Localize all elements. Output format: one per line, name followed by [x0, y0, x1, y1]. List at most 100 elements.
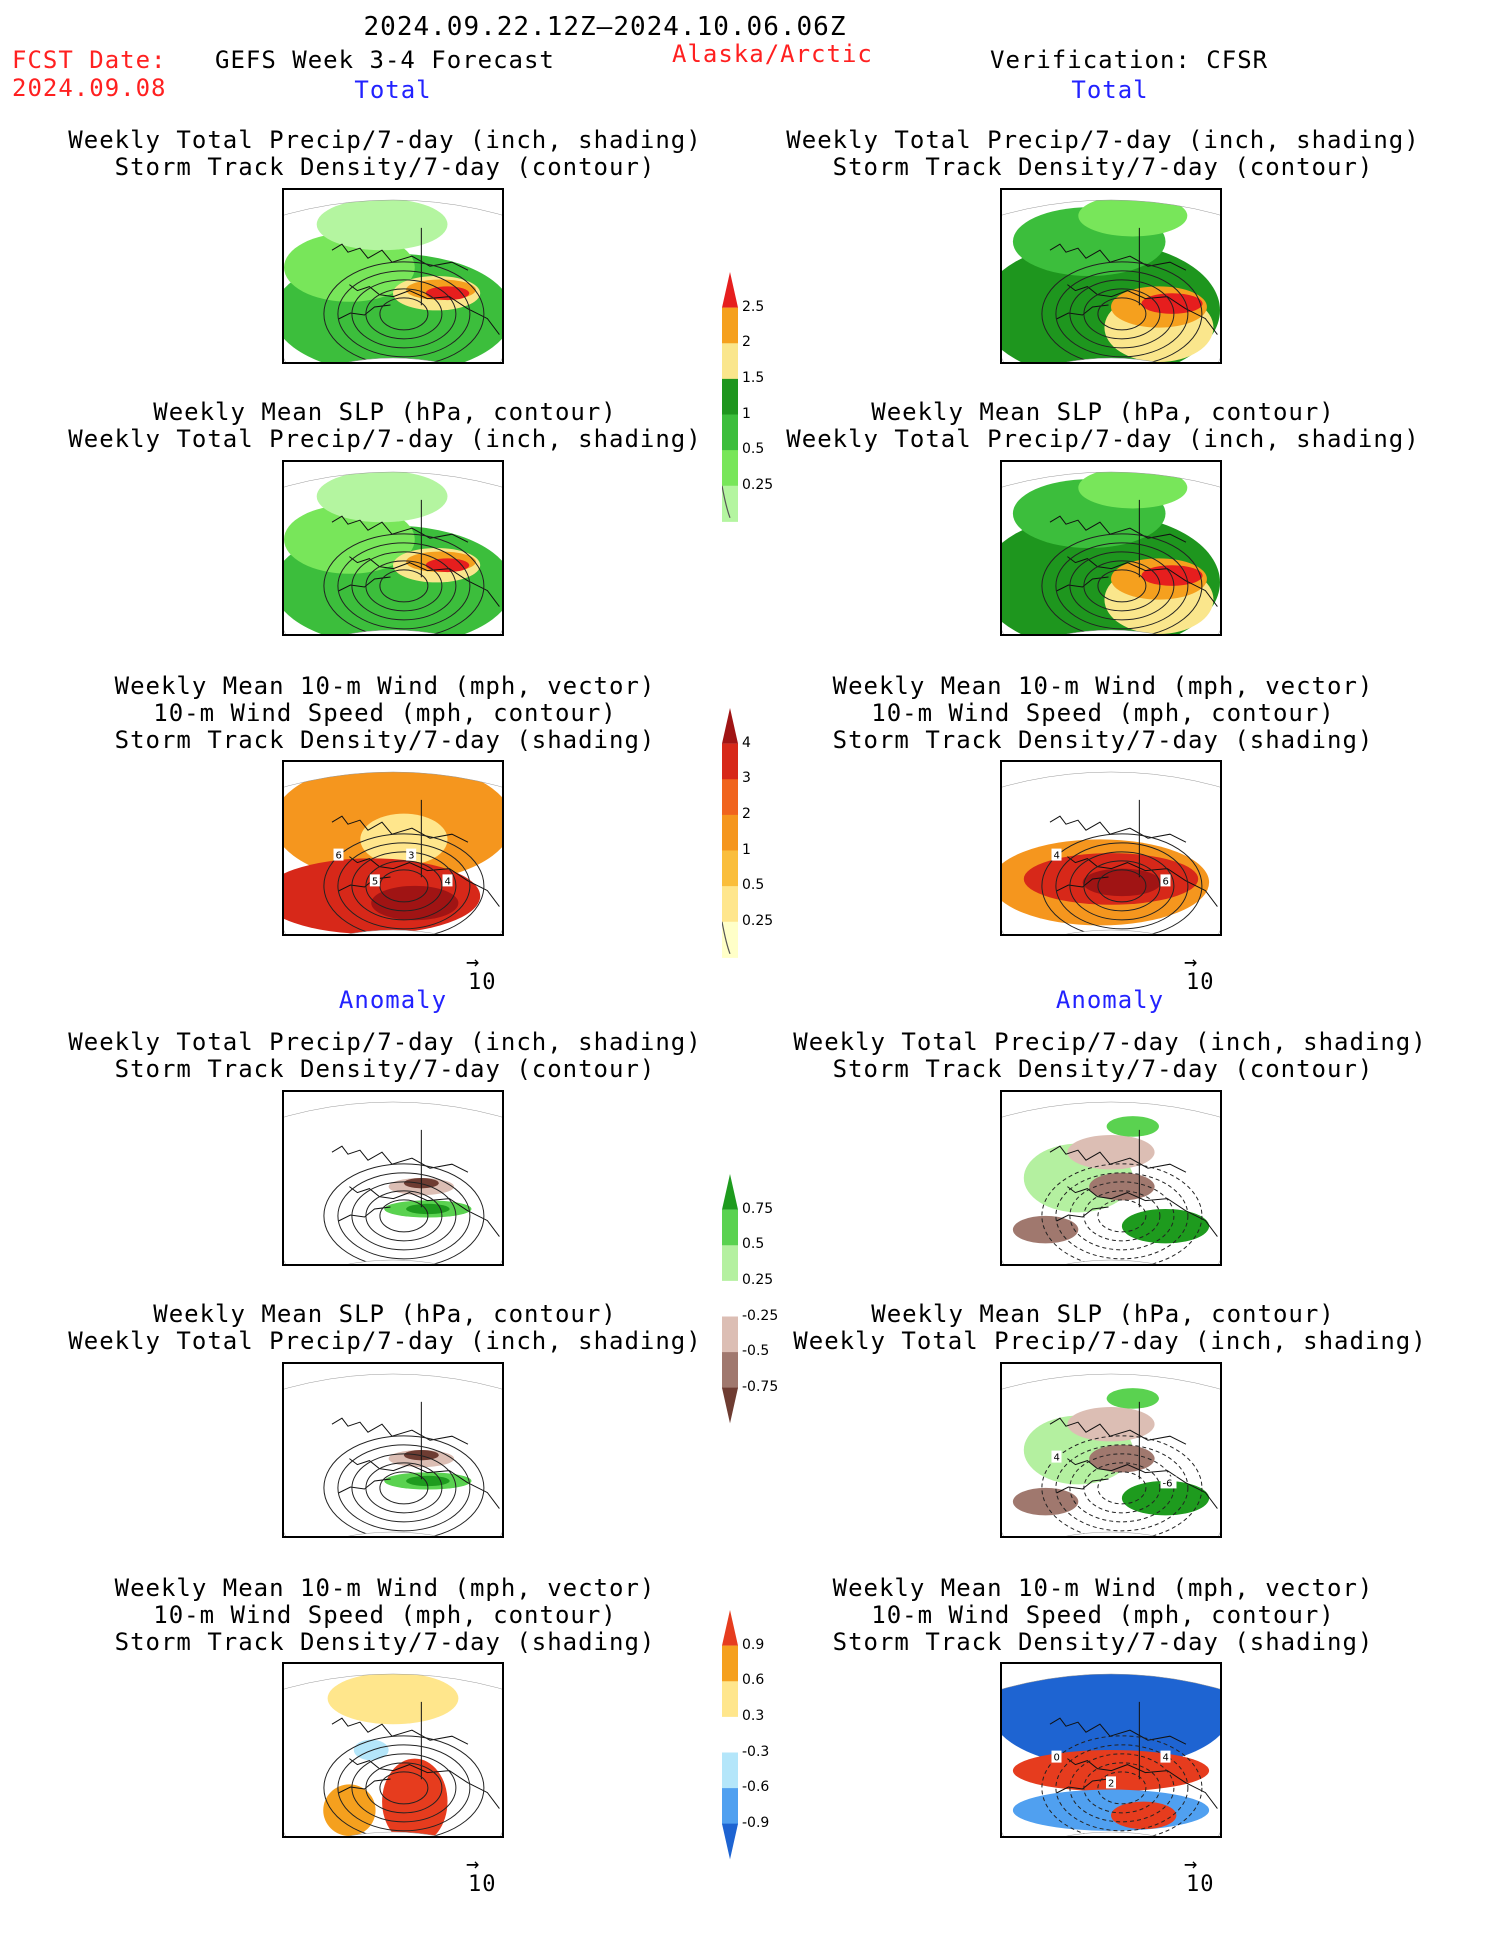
- contour-label: 4: [445, 876, 451, 887]
- colorbar-tick-label: 3: [742, 770, 751, 787]
- colorbar-tick-label: 0.9: [742, 1636, 765, 1653]
- panel-title: Storm Track Density/7-day (contour): [114, 153, 656, 181]
- colorbar-segment: [722, 1716, 738, 1753]
- colorbar-segment: [722, 272, 738, 308]
- map-fcst-wind-anom: [282, 1662, 504, 1838]
- shading-area: [1067, 1407, 1155, 1442]
- map-obs-slp-total: [1000, 460, 1222, 636]
- shading-area: [1089, 1172, 1155, 1201]
- contour-lines: [323, 533, 485, 634]
- colorbar-segment: [722, 1245, 738, 1282]
- colorbar-tick-label: -0.9: [742, 1814, 770, 1831]
- map-domain-outline: [1002, 471, 1220, 634]
- vector-arrow-icon: →: [1184, 950, 1198, 975]
- panel-title: 10-m Wind Speed (mph, contour): [153, 699, 617, 727]
- shading-area: [1045, 772, 1155, 831]
- colorbar-segment: [722, 743, 738, 780]
- contour-lines: [323, 1735, 485, 1836]
- shading-area: [316, 472, 448, 523]
- colorbar-segment: [722, 1645, 738, 1682]
- panel-title: Storm Track Density/7-day (shading): [832, 726, 1374, 754]
- shading-area: [1121, 1480, 1210, 1516]
- coastline: [331, 1401, 500, 1509]
- map-domain-outline: [284, 1101, 502, 1264]
- panel-title: 10-m Wind Speed (mph, contour): [153, 1601, 617, 1629]
- map-domain-outline: [284, 471, 502, 634]
- contour-lines: [323, 261, 485, 362]
- panel-title: Weekly Total Precip/7-day (inch, shading…: [793, 1028, 1427, 1056]
- map-obs-precip-anom: [1000, 1090, 1222, 1266]
- map-graphic: 4 -6: [1002, 1373, 1220, 1536]
- map-obs-wind-anom: 0 2 4: [1000, 1662, 1222, 1838]
- colorbar-tick-label: 0.3: [742, 1707, 765, 1724]
- colorbar-segment: [722, 1752, 738, 1789]
- colorbar-tick-label: 0.5: [742, 1236, 765, 1253]
- colorbar-tick-label: -0.3: [742, 1743, 770, 1760]
- colorbar-segment: [722, 850, 738, 887]
- shading-area: [382, 1758, 448, 1836]
- map-graphic: 46: [1002, 771, 1220, 934]
- map-domain-outline: [284, 1673, 502, 1836]
- vector-arrow-icon: →: [466, 1852, 480, 1877]
- colorbar-graphic: [722, 1174, 738, 1424]
- coastline: [331, 499, 500, 607]
- colorbar-segment: [722, 1352, 738, 1389]
- panel-title: Storm Track Density/7-day (shading): [114, 726, 656, 754]
- contour-lines: [323, 833, 485, 934]
- colorbar-std-anom: 0.9 0.6 0.3 -0.3 -0.6 -0.9: [722, 1608, 769, 1937]
- map-fcst-slp-total: [282, 460, 504, 636]
- colorbar-tick-label: 1.5: [742, 369, 765, 386]
- contour-lines: [323, 1163, 485, 1264]
- colorbar-precip-total: 2.5 2 1.5 1 0.5 0.25: [721, 270, 773, 599]
- colorbar-segment: [722, 779, 738, 816]
- colorbar-segment: [722, 485, 738, 522]
- panel-title: Weekly Total Precip/7-day (inch, shading…: [786, 425, 1420, 453]
- shading-area: [371, 885, 459, 921]
- colorbar-tick-label: 0.25: [742, 1271, 774, 1288]
- map-fcst-wind-total: 6 5 3 4: [282, 760, 504, 936]
- shading-area: [323, 1784, 376, 1836]
- section-total-right: Total: [1071, 76, 1149, 104]
- colorbar-segment: [722, 414, 738, 451]
- colorbar-segment: [722, 450, 738, 487]
- contour-lines: [1041, 533, 1203, 634]
- shading-area: [1121, 1208, 1210, 1244]
- contour-label: 4: [1163, 1753, 1169, 1764]
- map-domain-outline: [1002, 1673, 1220, 1836]
- panel-title: Weekly Mean 10-m Wind (mph, vector): [832, 1574, 1374, 1602]
- contour-label: 2: [1108, 1778, 1114, 1789]
- colorbar-tick-label: 0.25: [742, 476, 774, 493]
- panel-title: Weekly Total Precip/7-day (inch, shading…: [68, 425, 702, 453]
- panel-title: Weekly Mean 10-m Wind (mph, vector): [114, 672, 656, 700]
- shading-area: [1089, 1444, 1155, 1473]
- shading-area: [1012, 1789, 1210, 1831]
- shading-area: [1111, 1801, 1177, 1830]
- colorbar-tick-label: 0.5: [742, 441, 765, 458]
- vector-arrow-icon: →: [1184, 1852, 1198, 1877]
- colorbar-tail: [721, 921, 731, 955]
- colorbar-segment: [722, 1174, 738, 1210]
- contour-label: 3: [408, 851, 414, 862]
- map-obs-slp-anom: 4 -6: [1000, 1362, 1222, 1538]
- section-total-left: Total: [354, 76, 432, 104]
- colorbar-segment: [722, 1387, 738, 1424]
- colorbar-std-total: 4 3 2 1 0.5 0.25: [721, 706, 773, 1035]
- contour-lines: [1041, 261, 1203, 362]
- colorbar-segment: [722, 307, 738, 308]
- map-graphic: [284, 471, 502, 634]
- shading-area: [1012, 1215, 1079, 1244]
- map-domain-outline: [1002, 1101, 1220, 1264]
- panel-title: Weekly Mean 10-m Wind (mph, vector): [832, 672, 1374, 700]
- map-domain-outline: [284, 1373, 502, 1536]
- colorbar-tick-label: -0.75: [742, 1378, 779, 1395]
- panel-title: Storm Track Density/7-day (contour): [114, 1055, 656, 1083]
- map-fcst-slp-anom: [282, 1362, 504, 1538]
- map-graphic: [284, 1101, 502, 1264]
- colorbar-segment: [722, 1823, 738, 1860]
- colorbar-segment: [722, 886, 738, 923]
- vector-ref-label: 10: [468, 970, 497, 995]
- shading-area: [360, 813, 448, 866]
- panel-title: Weekly Mean SLP (hPa, contour): [871, 398, 1335, 426]
- panel-title: Weekly Mean SLP (hPa, contour): [153, 398, 617, 426]
- shading-area: [1078, 200, 1188, 237]
